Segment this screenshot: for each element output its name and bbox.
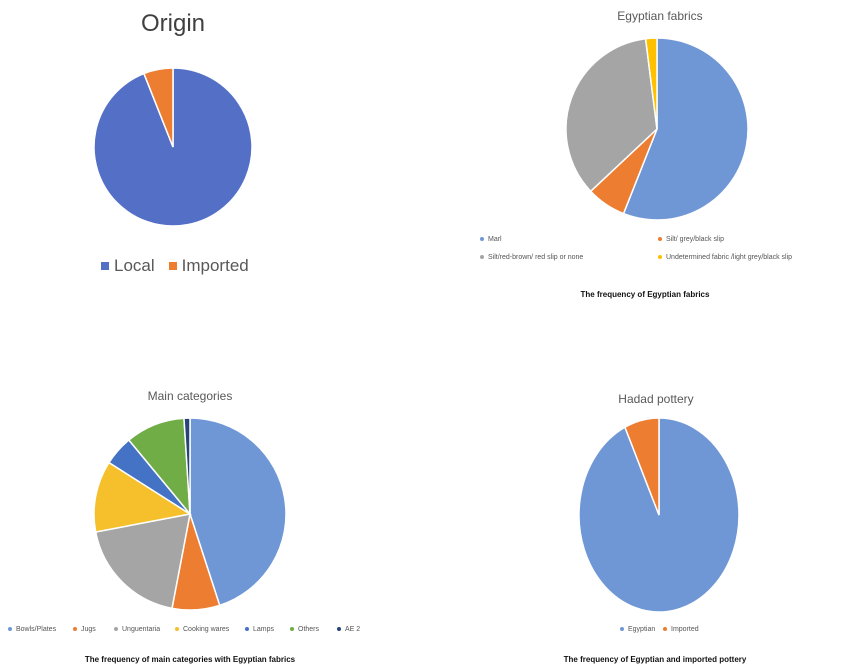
chart-title: Hadad pottery (618, 392, 694, 406)
legend-label: Jugs (81, 626, 96, 633)
legend-item: Undetermined fabric /light grey/black sl… (658, 254, 792, 261)
pie-main-categories (93, 417, 287, 611)
legend-item: Imported (663, 626, 699, 633)
legend-label: Egyptian (628, 626, 656, 633)
legend-swatch (480, 237, 484, 242)
legend-item: Silt/red-brown/ red slip or none (480, 254, 583, 261)
legend-swatch (8, 627, 12, 632)
pie-slice-silt-red-brown-red-slip-or-none (565, 37, 658, 193)
legend-swatch (114, 627, 118, 632)
legend-item: Others (290, 626, 319, 633)
legend-label: Marl (488, 236, 502, 243)
chart-title: Main categories (147, 389, 233, 403)
legend-item: AE 2 (337, 626, 360, 633)
pie-slice-cooking-wares (93, 461, 193, 533)
legend-swatch (663, 627, 667, 632)
legend-label: Unguentaria (122, 626, 161, 633)
legend-swatch (175, 627, 179, 632)
legend-swatch (620, 627, 624, 632)
legend-label: Cooking wares (183, 626, 230, 633)
legend-label: Bowls/Plates (16, 626, 57, 633)
legend-item: Lamps (245, 626, 274, 633)
legend-label: Imported (181, 256, 249, 275)
legend-label: Silt/red-brown/ red slip or none (488, 254, 584, 261)
legend-item: Bowls/Plates (8, 626, 56, 633)
legend-swatch (658, 255, 662, 260)
legend-label: Others (298, 626, 320, 633)
legend-swatch (168, 261, 177, 270)
pie-origin (93, 67, 253, 227)
pie-hadad-pottery (578, 417, 740, 613)
pie-egyptian-fabrics (565, 37, 749, 221)
chart-title: Origin (140, 10, 206, 37)
chart-caption: The frequency of Egyptian and imported p… (563, 655, 747, 664)
legend-label: Undetermined fabric /light grey/black sl… (666, 254, 793, 261)
legend-swatch (337, 627, 341, 632)
pie-slice-imported (142, 67, 174, 148)
legend-label: Lamps (253, 626, 275, 633)
pie-slice-ae-2 (183, 417, 191, 515)
legend-swatch (73, 627, 77, 632)
pie-slice-marl (622, 37, 749, 221)
chart-caption: The frequency of Egyptian fabrics (580, 290, 710, 299)
legend-swatch (101, 261, 109, 270)
legend-swatch (245, 627, 249, 632)
legend-swatch (658, 237, 662, 242)
legend-item: Silt/ grey/black slip (658, 236, 724, 243)
legend-label: Local (114, 256, 155, 275)
pie-slice-unguentaria (94, 513, 191, 610)
legend-label: Imported (671, 626, 699, 633)
pie-slice-bowls-plates (189, 417, 287, 607)
chart-caption: The frequency of main categories with Eg… (84, 655, 296, 664)
legend-item: Egyptian (620, 626, 655, 633)
legend-item: Jugs (73, 626, 96, 633)
legend-swatch (290, 627, 294, 632)
legend-swatch (480, 255, 484, 260)
legend-item: Marl (480, 236, 502, 243)
legend-item: Unguentaria (114, 626, 160, 633)
legend-label: Silt/ grey/black slip (666, 236, 724, 243)
pie-slice-imported (624, 417, 660, 516)
chart-legend: Local Imported (101, 256, 249, 276)
chart-title: Egyptian fabrics (617, 9, 703, 23)
pie-slice-undetermined-fabric-light-grey-black-slip (644, 37, 658, 130)
legend-item: Cooking wares (175, 626, 229, 633)
legend-label: AE 2 (345, 626, 361, 633)
